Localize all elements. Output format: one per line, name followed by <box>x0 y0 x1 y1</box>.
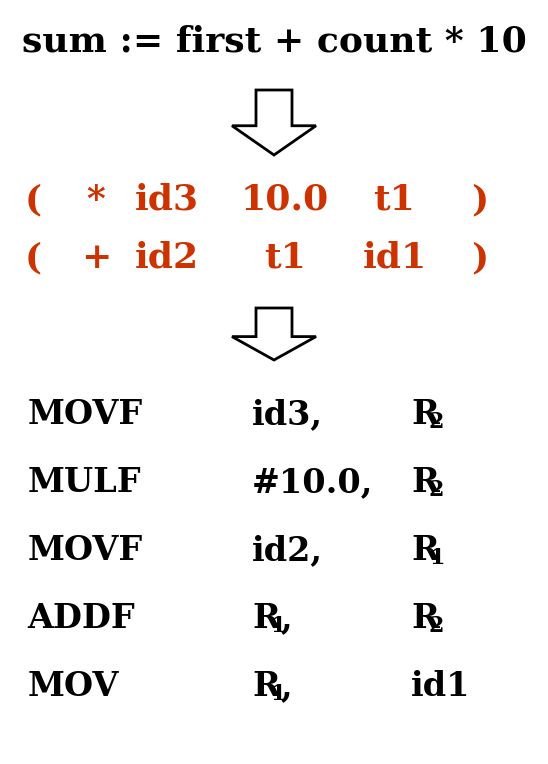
Text: MOVF: MOVF <box>27 399 142 432</box>
Text: t1: t1 <box>374 183 415 217</box>
Text: MULF: MULF <box>27 467 141 500</box>
Text: id2: id2 <box>135 241 199 275</box>
Text: (: ( <box>24 183 42 217</box>
Text: *: * <box>87 183 105 217</box>
Text: 2: 2 <box>429 411 444 433</box>
Text: 10.0: 10.0 <box>241 183 329 217</box>
Text: R: R <box>411 535 439 568</box>
Text: ,: , <box>280 603 292 636</box>
Text: R: R <box>252 603 280 636</box>
Text: 1: 1 <box>270 615 286 637</box>
Text: MOVF: MOVF <box>27 535 142 568</box>
Polygon shape <box>232 90 316 155</box>
Text: t1: t1 <box>264 241 306 275</box>
Text: 1: 1 <box>429 547 444 569</box>
Text: MOV: MOV <box>27 671 119 704</box>
Text: R: R <box>411 399 439 432</box>
Text: 1: 1 <box>270 683 286 705</box>
Text: 2: 2 <box>429 479 444 501</box>
Text: id3,: id3, <box>252 399 323 432</box>
Text: R: R <box>411 603 439 636</box>
Text: (: ( <box>24 241 42 275</box>
Polygon shape <box>232 308 316 360</box>
Text: R: R <box>411 467 439 500</box>
Text: R: R <box>252 671 280 704</box>
Text: sum := first + count * 10: sum := first + count * 10 <box>21 25 527 59</box>
Text: id1: id1 <box>411 671 471 704</box>
Text: +: + <box>81 241 111 275</box>
Text: 2: 2 <box>429 615 444 637</box>
Text: ,: , <box>280 671 292 704</box>
Text: id2,: id2, <box>252 535 323 568</box>
Text: ADDF: ADDF <box>27 603 135 636</box>
Text: id3: id3 <box>135 183 199 217</box>
Text: ): ) <box>471 241 488 275</box>
Text: ): ) <box>471 183 488 217</box>
Text: id1: id1 <box>362 241 427 275</box>
Text: #10.0,: #10.0, <box>252 467 373 500</box>
